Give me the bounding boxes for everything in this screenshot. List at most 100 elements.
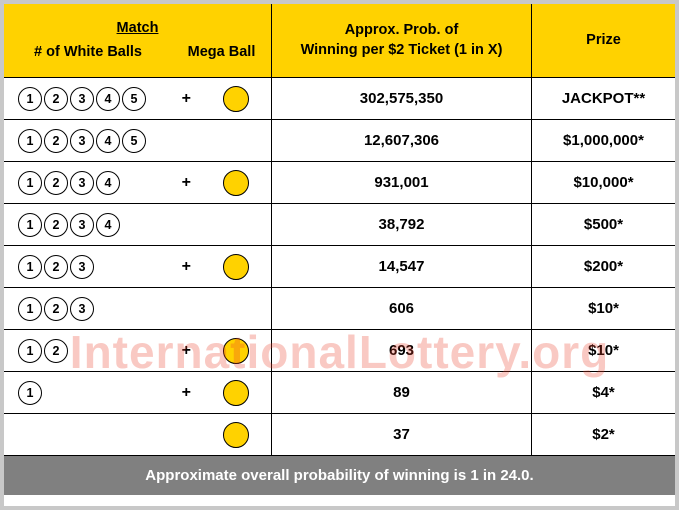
mega-ball-cell (201, 120, 271, 161)
header-probability: Approx. Prob. of Winning per $2 Ticket (… (272, 4, 532, 77)
white-ball-icon: 3 (70, 297, 94, 321)
white-balls-cell: 1 (4, 372, 171, 413)
match-cell (4, 414, 272, 455)
plus-cell (171, 414, 201, 455)
white-ball-icon: 3 (70, 87, 94, 111)
match-cell: 12345 + (4, 78, 272, 119)
plus-cell (171, 120, 201, 161)
match-cell: 1+ (4, 372, 272, 413)
probability-cell: 931,001 (272, 162, 532, 203)
prize-cell: $200* (532, 246, 675, 287)
header-white-balls: # of White Balls (4, 43, 172, 63)
white-ball-icon: 5 (122, 87, 146, 111)
white-ball-icon: 1 (18, 171, 42, 195)
match-cell: 12+ (4, 330, 272, 371)
table-row: 37$2* (4, 414, 675, 456)
plus-cell: + (171, 246, 201, 287)
match-cell: 12345 (4, 120, 272, 161)
mega-ball-icon (223, 422, 249, 448)
match-cell: 123 (4, 288, 272, 329)
match-cell: 123+ (4, 246, 272, 287)
header-match: Match # of White Balls Mega Ball (4, 4, 272, 77)
white-ball-icon: 2 (44, 87, 68, 111)
white-balls-cell: 1234 (4, 162, 171, 203)
white-ball-icon: 3 (70, 129, 94, 153)
white-ball-icon: 2 (44, 339, 68, 363)
mega-ball-icon (223, 170, 249, 196)
mega-ball-cell (201, 372, 271, 413)
table-row: 123+14,547$200* (4, 246, 675, 288)
mega-ball-cell (201, 288, 271, 329)
table-row: 1234+931,001$10,000* (4, 162, 675, 204)
white-ball-icon: 3 (70, 171, 94, 195)
lottery-odds-table: Match # of White Balls Mega Ball Approx.… (0, 0, 679, 510)
plus-cell: + (171, 372, 201, 413)
white-ball-icon: 4 (96, 129, 120, 153)
table-footer: Approximate overall probability of winni… (4, 456, 675, 495)
white-ball-icon: 2 (44, 255, 68, 279)
white-balls-cell (4, 414, 171, 455)
match-cell: 1234 (4, 204, 272, 245)
prize-cell: $10* (532, 330, 675, 371)
mega-ball-cell (201, 162, 271, 203)
mega-ball-cell (201, 246, 271, 287)
white-ball-icon: 1 (18, 87, 42, 111)
header-prize: Prize (532, 4, 675, 77)
white-ball-icon: 1 (18, 339, 42, 363)
mega-ball-cell (201, 330, 271, 371)
white-ball-icon: 2 (44, 213, 68, 237)
white-ball-icon: 1 (18, 255, 42, 279)
prize-cell: JACKPOT** (532, 78, 675, 119)
white-ball-icon: 4 (96, 87, 120, 111)
table-body: 12345+302,575,350JACKPOT**1234512,607,30… (4, 78, 675, 456)
probability-cell: 12,607,306 (272, 120, 532, 161)
probability-cell: 693 (272, 330, 532, 371)
prize-cell: $4* (532, 372, 675, 413)
table-row: 12+693$10* (4, 330, 675, 372)
match-cell: 1234+ (4, 162, 272, 203)
plus-cell (171, 204, 201, 245)
header-mega-ball: Mega Ball (172, 43, 271, 63)
white-ball-icon: 5 (122, 129, 146, 153)
plus-cell: + (171, 78, 201, 119)
probability-cell: 14,547 (272, 246, 532, 287)
table-header: Match # of White Balls Mega Ball Approx.… (4, 4, 675, 78)
table-row: 12345 +302,575,350JACKPOT** (4, 78, 675, 120)
table-row: 123606$10* (4, 288, 675, 330)
mega-ball-cell (201, 414, 271, 455)
white-ball-icon: 1 (18, 381, 42, 405)
white-ball-icon: 4 (96, 171, 120, 195)
prize-cell: $10* (532, 288, 675, 329)
table-row: 123438,792$500* (4, 204, 675, 246)
plus-cell: + (171, 330, 201, 371)
white-ball-icon: 4 (96, 213, 120, 237)
white-ball-icon: 2 (44, 297, 68, 321)
table-row: 1234512,607,306$1,000,000* (4, 120, 675, 162)
white-ball-icon: 3 (70, 255, 94, 279)
white-ball-icon: 1 (18, 129, 42, 153)
white-ball-icon: 1 (18, 297, 42, 321)
white-ball-icon: 3 (70, 213, 94, 237)
probability-cell: 89 (272, 372, 532, 413)
white-ball-icon: 2 (44, 171, 68, 195)
probability-cell: 606 (272, 288, 532, 329)
white-ball-icon: 1 (18, 213, 42, 237)
probability-cell: 37 (272, 414, 532, 455)
white-balls-cell: 123 (4, 246, 171, 287)
plus-cell: + (171, 162, 201, 203)
probability-cell: 302,575,350 (272, 78, 532, 119)
mega-ball-cell (201, 204, 271, 245)
white-balls-cell: 1234 (4, 204, 171, 245)
mega-ball-icon (223, 338, 249, 364)
mega-ball-cell (201, 78, 271, 119)
prize-cell: $10,000* (532, 162, 675, 203)
prize-cell: $2* (532, 414, 675, 455)
white-balls-cell: 12 (4, 330, 171, 371)
header-match-label: Match (117, 19, 159, 39)
table-row: 1+89$4* (4, 372, 675, 414)
white-ball-icon: 2 (44, 129, 68, 153)
white-balls-cell: 12345 (4, 120, 171, 161)
probability-cell: 38,792 (272, 204, 532, 245)
mega-ball-icon (223, 86, 249, 112)
mega-ball-icon (223, 254, 249, 280)
